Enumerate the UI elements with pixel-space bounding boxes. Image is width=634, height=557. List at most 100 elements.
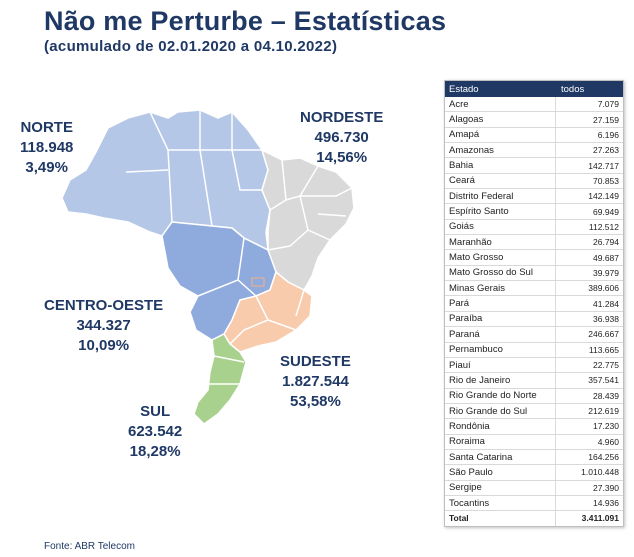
- table-total-row: Total 3.411.091: [445, 510, 623, 526]
- table-row: Goiás 112.512: [445, 219, 623, 236]
- table-row: Rio Grande do Sul 212.619: [445, 403, 623, 420]
- cell-todos: 113.665: [554, 342, 623, 358]
- cell-estado: Ceará: [445, 173, 555, 190]
- table-row: Bahia 142.717: [445, 157, 623, 174]
- cell-estado: Minas Gerais: [445, 280, 555, 297]
- region-name: NORDESTE: [300, 109, 384, 126]
- region-label-norte: NORTE 118.948 3,49%: [20, 118, 73, 178]
- region-sudeste-shape[interactable]: [223, 270, 313, 353]
- cell-todos: 1.010.448: [554, 464, 623, 481]
- table-row: Amazonas 27.263: [445, 142, 623, 159]
- page-subtitle: (acumulado de 02.01.2020 a 04.10.2022): [44, 38, 338, 55]
- cell-todos: 4.960: [554, 434, 623, 450]
- table-row: Acre 7.079: [445, 97, 623, 113]
- total-value: 3.411.091: [554, 510, 623, 526]
- total-label: Total: [445, 510, 555, 526]
- cell-estado: Distrito Federal: [445, 188, 555, 205]
- region-nordeste-shape[interactable]: [260, 148, 355, 291]
- cell-estado: Tocantins: [445, 495, 555, 512]
- cell-todos: 70.853: [554, 173, 623, 190]
- cell-todos: 27.263: [554, 142, 623, 159]
- table-row: Rio de Janeiro 357.541: [445, 372, 623, 389]
- cell-estado: Rio Grande do Norte: [445, 388, 555, 404]
- page-title: Não me Perturbe – Estatísticas: [44, 6, 447, 36]
- cell-estado: Alagoas: [445, 111, 555, 128]
- region-label-centro-oeste: CENTRO-OESTE 344.327 10,09%: [44, 296, 163, 356]
- cell-todos: 26.794: [554, 234, 623, 251]
- cell-estado: Amapá: [445, 127, 555, 144]
- cell-estado: Piauí: [445, 357, 555, 374]
- cell-todos: 389.606: [554, 280, 623, 297]
- table-row: Sergipe 27.390: [445, 480, 623, 496]
- cell-estado: Paraná: [445, 326, 555, 343]
- region-value: 496.730: [314, 129, 369, 146]
- cell-todos: 7.079: [554, 97, 623, 113]
- cell-todos: 6.196: [554, 127, 623, 144]
- cell-todos: 28.439: [554, 388, 623, 404]
- cell-estado: Paraíba: [445, 311, 555, 328]
- cell-estado: Sergipe: [445, 480, 555, 496]
- source-note: Fonte: ABR Telecom: [44, 541, 135, 552]
- cell-todos: 112.512: [554, 219, 623, 236]
- cell-estado: Amazonas: [445, 142, 555, 159]
- table-row: Santa Catarina 164.256: [445, 449, 623, 466]
- table-row: Alagoas 27.159: [445, 111, 623, 128]
- cell-estado: Espírito Santo: [445, 203, 555, 220]
- region-percent: 14,56%: [316, 149, 368, 166]
- cell-estado: Mato Grosso do Sul: [445, 265, 555, 282]
- cell-todos: 27.159: [554, 111, 623, 128]
- table-row: Mato Grosso 49.687: [445, 249, 623, 266]
- region-norte-shape[interactable]: [61, 109, 271, 252]
- region-value: 344.327: [76, 317, 131, 334]
- state-table: Estado todos Acre 7.079 Alagoas 27.159 Amapá…: [444, 80, 624, 527]
- table-row: Espírito Santo 69.949: [445, 203, 623, 220]
- cell-todos: 27.390: [554, 480, 623, 496]
- cell-todos: 49.687: [554, 249, 623, 266]
- cell-todos: 212.619: [554, 403, 623, 420]
- region-sul-shape[interactable]: [193, 333, 247, 425]
- region-percent: 10,09%: [78, 337, 130, 354]
- region-percent: 53,58%: [289, 393, 341, 410]
- region-name: SUDESTE: [280, 353, 351, 370]
- region-label-nordeste: NORDESTE 496.730 14,56%: [300, 108, 383, 168]
- table-row: Pernambuco 113.665: [445, 342, 623, 358]
- cell-estado: Rio Grande do Sul: [445, 403, 555, 420]
- cell-todos: 22.775: [554, 357, 623, 374]
- region-label-sul: SUL 623.542 18,28%: [128, 402, 182, 462]
- table-row: Maranhão 26.794: [445, 234, 623, 251]
- cell-estado: Santa Catarina: [445, 449, 555, 466]
- cell-estado: Rio de Janeiro: [445, 372, 555, 389]
- table-row: São Paulo 1.010.448: [445, 464, 623, 481]
- region-percent: 18,28%: [129, 443, 181, 460]
- cell-todos: 142.717: [554, 157, 623, 174]
- region-value: 118.948: [20, 139, 74, 156]
- region-name: SUL: [140, 403, 171, 420]
- cell-todos: 246.667: [554, 326, 623, 343]
- column-header-todos[interactable]: todos: [555, 81, 623, 97]
- region-name: CENTRO-OESTE: [44, 297, 164, 314]
- table-row: Distrito Federal 142.149: [445, 188, 623, 205]
- region-name: NORTE: [20, 119, 73, 136]
- table-row: Roraima 4.960: [445, 434, 623, 450]
- table-row: Mato Grosso do Sul 39.979: [445, 265, 623, 282]
- region-percent: 3,49%: [25, 159, 68, 176]
- table-header-row: Estado todos: [445, 81, 623, 97]
- cell-todos: 69.949: [554, 203, 623, 220]
- table-row: Pará 41.284: [445, 295, 623, 312]
- table-row: Amapá 6.196: [445, 127, 623, 144]
- cell-estado: Roraima: [445, 434, 555, 450]
- cell-estado: Mato Grosso: [445, 249, 555, 266]
- cell-estado: Acre: [445, 97, 555, 113]
- cell-estado: São Paulo: [445, 464, 555, 481]
- table-row: Tocantins 14.936: [445, 495, 623, 512]
- region-value: 1.827.544: [282, 373, 349, 390]
- table-row: Piauí 22.775: [445, 357, 623, 374]
- table-row: Minas Gerais 389.606: [445, 280, 623, 297]
- table-row: Rondônia 17.230: [445, 418, 623, 435]
- cell-todos: 36.938: [554, 311, 623, 328]
- region-label-sudeste: SUDESTE 1.827.544 53,58%: [280, 352, 351, 412]
- cell-estado: Bahia: [445, 157, 555, 174]
- column-header-estado[interactable]: Estado: [445, 81, 555, 97]
- cell-todos: 41.284: [554, 295, 623, 312]
- table-row: Paraíba 36.938: [445, 311, 623, 328]
